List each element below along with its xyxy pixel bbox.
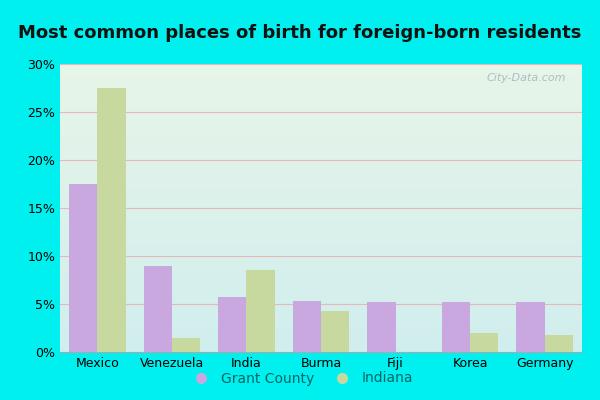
Bar — [143, 266, 172, 352]
Bar — [367, 302, 395, 352]
Bar — [545, 335, 573, 352]
Bar — [293, 301, 321, 352]
Bar — [69, 184, 97, 352]
Bar — [218, 297, 247, 352]
Text: Most common places of birth for foreign-born residents: Most common places of birth for foreign-… — [19, 24, 581, 42]
Legend: Grant County, Indiana: Grant County, Indiana — [182, 366, 418, 391]
Bar — [470, 333, 499, 352]
Bar — [172, 338, 200, 352]
Bar — [517, 302, 545, 352]
Bar — [247, 270, 275, 352]
Bar — [442, 302, 470, 352]
Text: City-Data.com: City-Data.com — [487, 73, 566, 83]
Bar — [97, 88, 125, 352]
Bar — [321, 311, 349, 352]
